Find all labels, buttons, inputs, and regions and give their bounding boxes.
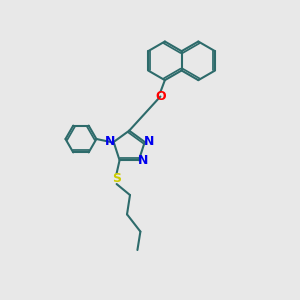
Text: O: O bbox=[155, 90, 166, 103]
Text: N: N bbox=[143, 135, 154, 148]
Text: N: N bbox=[105, 135, 115, 148]
Text: S: S bbox=[112, 172, 121, 185]
Text: N: N bbox=[137, 154, 148, 167]
